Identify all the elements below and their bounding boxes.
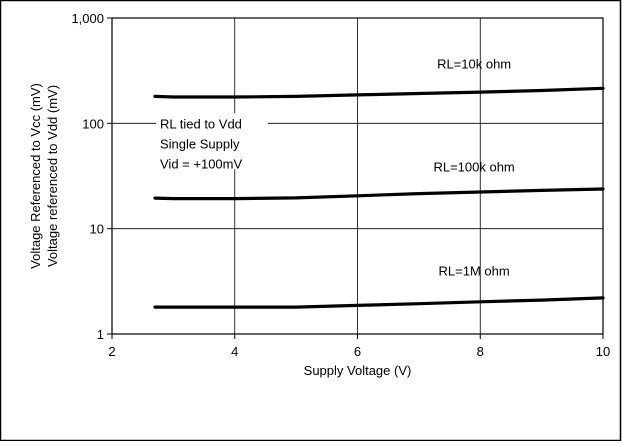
annotation-line: Single Supply xyxy=(160,136,240,151)
y-tick-label: 100 xyxy=(82,116,104,131)
y-tick-label: 1,000 xyxy=(71,11,104,26)
y-tick-label: 1 xyxy=(97,327,104,342)
x-tick-label: 4 xyxy=(231,344,238,359)
x-tick-label: 2 xyxy=(108,344,115,359)
annotation-line: RL tied to Vdd xyxy=(160,116,242,131)
x-tick-label: 8 xyxy=(477,344,484,359)
annotation-background xyxy=(156,113,268,170)
y-tick-label: 10 xyxy=(90,222,104,237)
series-line xyxy=(153,86,605,99)
series-lines xyxy=(153,86,605,309)
y-axis-label-line-2: Voltage referenced to Vdd (mV) xyxy=(45,85,60,267)
x-axis-label: Supply Voltage (V) xyxy=(304,363,412,378)
series-line xyxy=(153,296,605,309)
annotation-line: Vid = +100mV xyxy=(160,156,242,171)
x-tick-label: 10 xyxy=(596,344,610,359)
y-axis-label-line-1: Voltage Referenced to Vcc (mV) xyxy=(28,83,43,269)
x-tick-label: 6 xyxy=(354,344,361,359)
annotation: RL tied to Vdd Single Supply Vid = +100mV xyxy=(156,113,268,171)
series-line xyxy=(153,187,605,201)
series-labels: RL=10k ohm RL=100k ohm RL=1M ohm xyxy=(433,57,514,279)
series-label: RL=1M ohm xyxy=(439,263,510,278)
series-label: RL=100k ohm xyxy=(433,159,514,174)
series-label: RL=10k ohm xyxy=(437,57,511,72)
axis-ticks: 2 4 6 8 10 1 10 100 1,000 xyxy=(71,11,610,359)
